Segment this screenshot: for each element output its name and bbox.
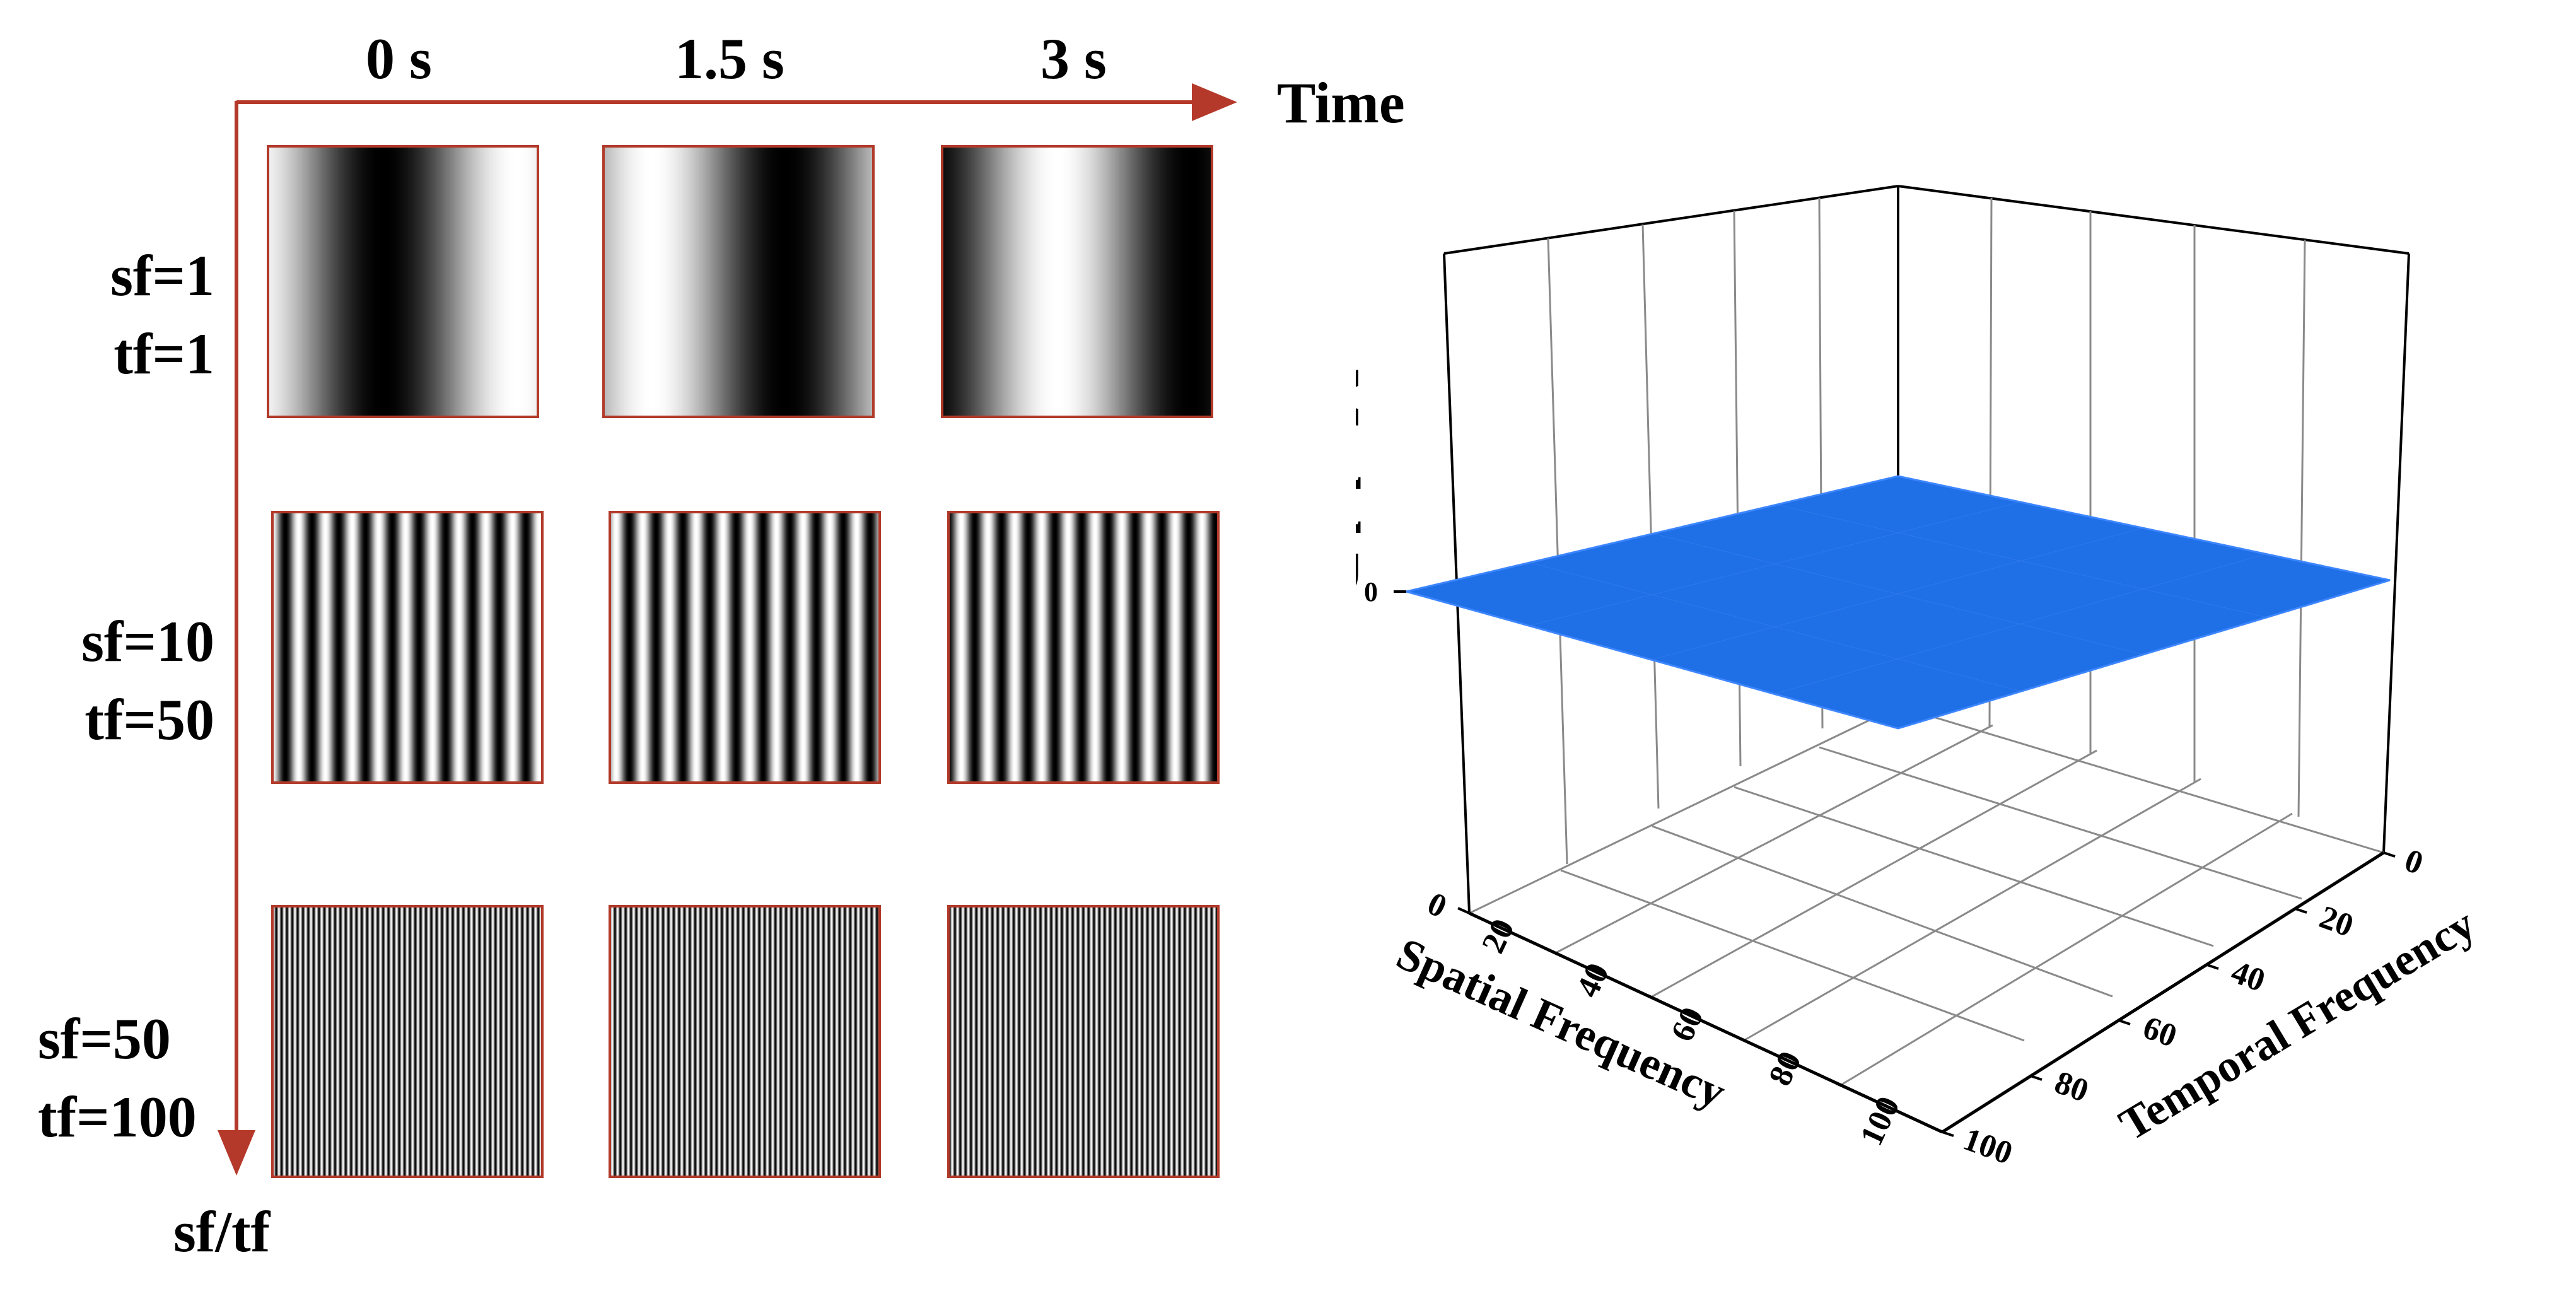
row-3-sf-label: sf=50: [38, 1007, 171, 1071]
y-tick-20: 20: [2315, 899, 2358, 944]
row-1-sf-label: sf=1: [110, 243, 214, 308]
grating-row1-t2: [941, 145, 1213, 418]
grating-row2-t0: [271, 511, 544, 784]
y-tick-80: 80: [2050, 1065, 2093, 1109]
x-tick-40: 40: [1570, 958, 1616, 1003]
model-response-plot: 0 Model Response 0 20 40 60 80 100 Spati…: [1356, 185, 2484, 1167]
y-axis-ticks: [1942, 851, 2396, 1137]
time-column-0s: 0 s: [366, 26, 432, 91]
floor-grid: [1469, 705, 2384, 1086]
x-tick-100: 100: [1853, 1091, 1907, 1151]
time-column-3s: 3 s: [1040, 26, 1107, 91]
y-tick-40: 40: [2227, 954, 2270, 999]
z-axis-title: Model Response: [1356, 369, 1372, 800]
row-2-sf-label: sf=10: [81, 609, 214, 674]
x-tick-60: 60: [1664, 1002, 1711, 1047]
row-2-tf-label: tf=50: [85, 687, 214, 752]
grating-row3-t1: [609, 905, 881, 1178]
grating-row2-t1: [609, 511, 881, 784]
x-tick-0: 0: [1422, 885, 1452, 925]
y-tick-100: 100: [1959, 1121, 2017, 1167]
grating-row2-t2: [947, 511, 1220, 784]
y-tick-0: 0: [2400, 843, 2428, 882]
time-column-1-5s: 1.5 s: [675, 26, 784, 91]
axes-arrows: [218, 83, 1237, 1176]
grating-row3-t2: [947, 905, 1220, 1178]
grating-row3-t0: [271, 905, 544, 1178]
z-tick-0: 0: [1364, 576, 1378, 607]
row-label-2: sf=10 tf=50: [44, 602, 214, 759]
z-axis-tick: 0: [1364, 576, 1406, 607]
row-label-3: sf=50 tf=100: [38, 1000, 221, 1156]
time-axis-label: Time: [1277, 71, 1405, 135]
x-axis-ticks: [1457, 907, 1943, 1133]
grating-row1-t0: [267, 145, 539, 418]
y-tick-60: 60: [2138, 1010, 2181, 1054]
floor-front-edges: [1468, 851, 2385, 1134]
row-1-tf-label: tf=1: [114, 322, 214, 386]
response-surface: [1406, 475, 2391, 730]
grating-row1-t1: [602, 145, 875, 418]
sf-tf-axis-label: sf/tf: [173, 1200, 271, 1264]
surface-mesh: [1529, 501, 2268, 694]
row-label-1: sf=1 tf=1: [44, 236, 214, 393]
row-3-tf-label: tf=100: [38, 1085, 197, 1149]
